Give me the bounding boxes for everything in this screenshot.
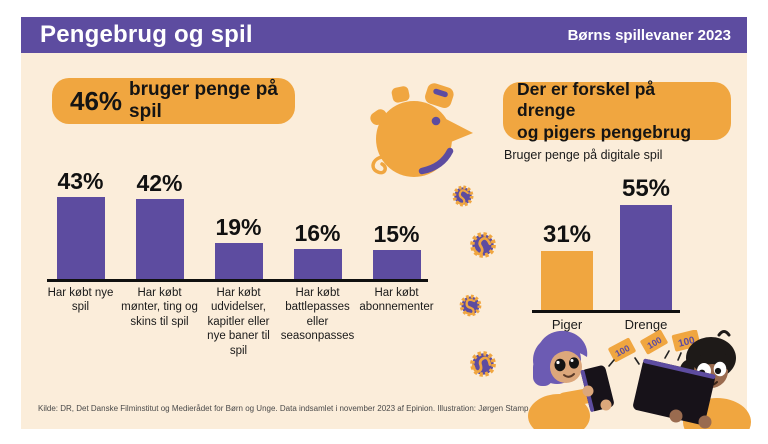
chart-bar: [372, 250, 421, 279]
chart-bar-label: Har købt abonnementer: [359, 287, 434, 314]
gender-title-line2: og pigers pengebrug: [517, 121, 692, 142]
gender-title-badge: Der er forskel på drenge og pigers penge…: [503, 79, 731, 143]
infographic-canvas: 46% bruger penge på spil 43% Har købt nye…: [21, 53, 751, 429]
piggy-bank-icon: [370, 83, 473, 177]
coin-icon: [459, 294, 482, 317]
gender-title-line1: Der er forskel på drenge: [517, 78, 656, 121]
chart-bar-value: 19%: [215, 214, 262, 240]
chart-bar-value: 31%: [542, 221, 592, 248]
chart-bar: [620, 205, 672, 310]
stat-badge-value: 46%: [70, 85, 123, 116]
chart-bar-label: Drenge: [624, 317, 668, 332]
page-title: Pengebrug og spil: [40, 21, 253, 48]
coin-icon: [470, 232, 496, 258]
chart-bar-label: Har købt mønter, ting og skins til spil: [121, 287, 198, 328]
stat-badge-text: bruger penge på spil: [129, 79, 278, 122]
kids-gaming-illustration: 100 100 100: [528, 330, 751, 429]
source-text: Kilde: DR, Det Danske Filminstitut og Me…: [38, 404, 529, 413]
chart-bar-label: Har købt udvidelser, kapitler eller nye …: [207, 287, 270, 357]
coin-icon: [452, 185, 474, 207]
chart-bar-value: 42%: [136, 170, 183, 196]
stat-badge-spending: 46% bruger penge på spil: [52, 78, 295, 124]
chart-bar-value: 16%: [294, 220, 341, 246]
chart-bar-label: Har købt battlepasses eller seasonpasses: [280, 287, 355, 343]
chart-bar-label: Har købt nye spil: [47, 287, 114, 314]
header-bar: Pengebrug og spil Børns spillevaner 2023: [21, 17, 747, 53]
chart-bar-label: Piger: [551, 317, 583, 332]
coin-icon: [470, 351, 496, 377]
gender-title-text: Der er forskel på drenge og pigers penge…: [517, 79, 717, 143]
chart-bar: [56, 197, 105, 279]
edition-label: Børns spillevaner 2023: [567, 26, 731, 44]
chart-bar-value: 43%: [57, 168, 104, 194]
chart-bar-value: 55%: [621, 175, 671, 202]
chart-bar-value: 15%: [373, 221, 420, 247]
chart-bar: [541, 251, 593, 310]
gender-chart-subtitle: Bruger penge på digitale spil: [504, 148, 663, 162]
chart-bar: [214, 243, 263, 279]
chart-bar: [293, 249, 342, 279]
spending-categories-chart: 43% Har købt nye spil 42% Har købt mønter, …: [47, 53, 434, 357]
chart-bar: [135, 199, 184, 279]
gender-comparison-chart: 31% Piger 55% Drenge: [532, 53, 680, 332]
